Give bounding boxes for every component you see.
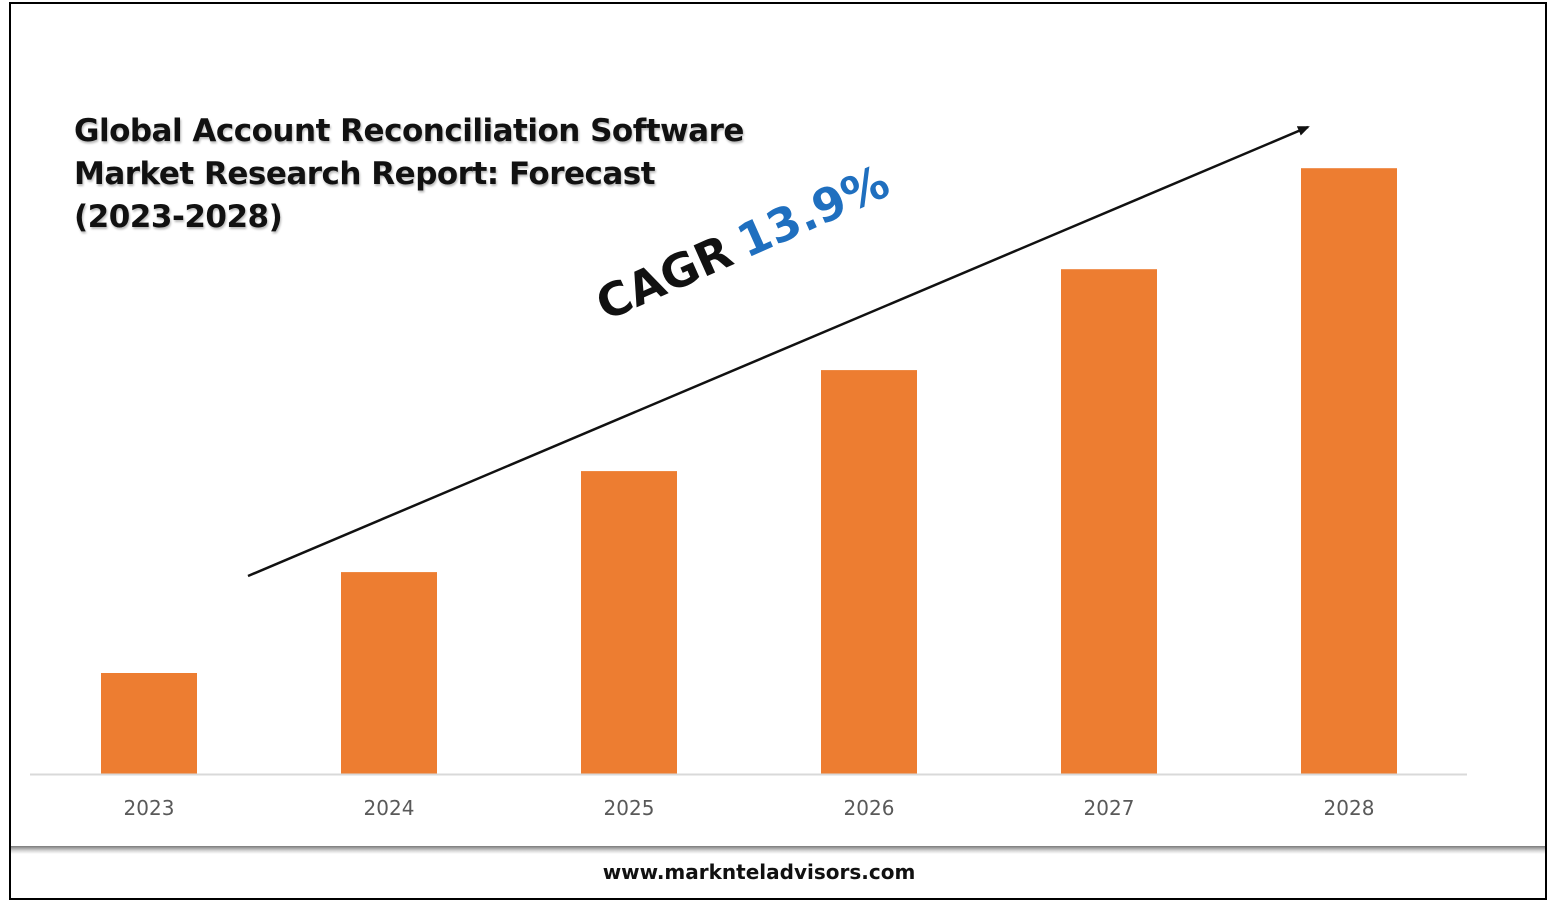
bar-2028 <box>1301 168 1397 774</box>
x-axis-tick-labels: 2023 2024 2025 2026 2027 2028 <box>124 796 1375 820</box>
bar-2023 <box>101 673 197 774</box>
chart-title-line-1: Global Account Reconciliation Software <box>74 113 744 149</box>
chart-title-line-2: Market Research Report: Forecast <box>74 156 656 192</box>
x-tick-label-2025: 2025 <box>604 796 655 820</box>
footer-website: www.marknteladvisors.com <box>602 860 916 884</box>
bar-2027 <box>1061 269 1157 774</box>
x-tick-label-2023: 2023 <box>124 796 175 820</box>
x-tick-label-2024: 2024 <box>364 796 415 820</box>
bar-2025 <box>581 471 677 774</box>
chart-title: Global Account Reconciliation Software M… <box>74 110 794 239</box>
trend-arrow <box>247 125 1310 578</box>
footer-divider <box>11 846 1545 854</box>
bar-series <box>101 168 1397 774</box>
bar-2024 <box>341 572 437 774</box>
chart-title-line-3: (2023-2028) <box>74 199 283 235</box>
x-tick-label-2026: 2026 <box>844 796 895 820</box>
x-tick-label-2028: 2028 <box>1324 796 1375 820</box>
chart-frame <box>9 2 1547 900</box>
bar-2026 <box>821 370 917 774</box>
x-tick-label-2027: 2027 <box>1084 796 1135 820</box>
